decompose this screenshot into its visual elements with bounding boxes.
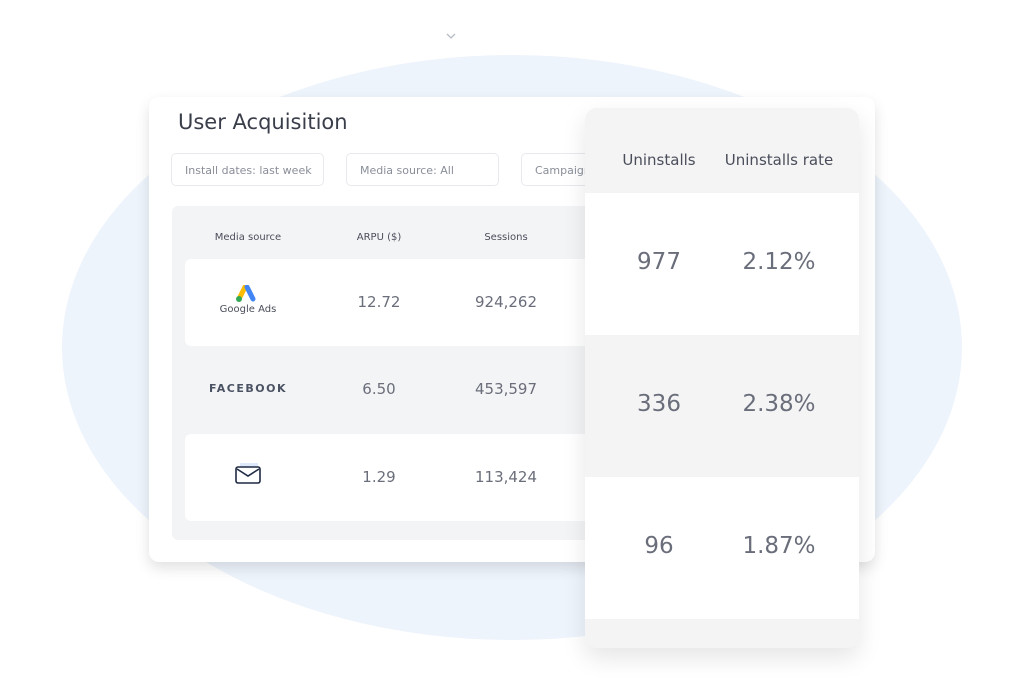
arpu: 6.50	[362, 380, 396, 398]
column-header: Sessions	[484, 232, 528, 243]
sessions: 924,262	[474, 293, 538, 311]
column-header: Media source	[214, 232, 282, 243]
title: User Acquisition	[178, 110, 348, 134]
uninstall-rate: 2.38%	[742, 391, 816, 417]
sessions: 453,597	[474, 380, 538, 398]
google-ads-logo	[233, 284, 263, 305]
email-icon	[234, 463, 264, 487]
column-header: ARPU ($)	[356, 232, 402, 243]
media-source: FACEBOOK	[209, 382, 287, 395]
overlay-row	[585, 477, 859, 619]
table-row[interactable]	[185, 259, 605, 346]
uninstalls: 96	[644, 533, 674, 559]
media-source: Google Ads	[219, 304, 277, 315]
sessions: 113,424	[474, 468, 538, 486]
uninstalls: 336	[637, 391, 681, 417]
uninstall-rate: 2.12%	[742, 249, 816, 275]
uninstall-rate: 1.87%	[742, 533, 816, 559]
filter[interactable]: Media source: All	[346, 153, 499, 186]
overlay-row	[585, 193, 859, 335]
filter[interactable]: Install dates: last week	[171, 153, 324, 186]
overlay-header: Uninstalls	[622, 151, 696, 169]
arpu: 12.72	[357, 293, 401, 311]
chevron[interactable]	[445, 31, 457, 41]
uninstalls: 977	[637, 249, 681, 275]
arpu: 1.29	[362, 468, 396, 486]
overlay-header: Uninstalls rate	[724, 151, 834, 169]
